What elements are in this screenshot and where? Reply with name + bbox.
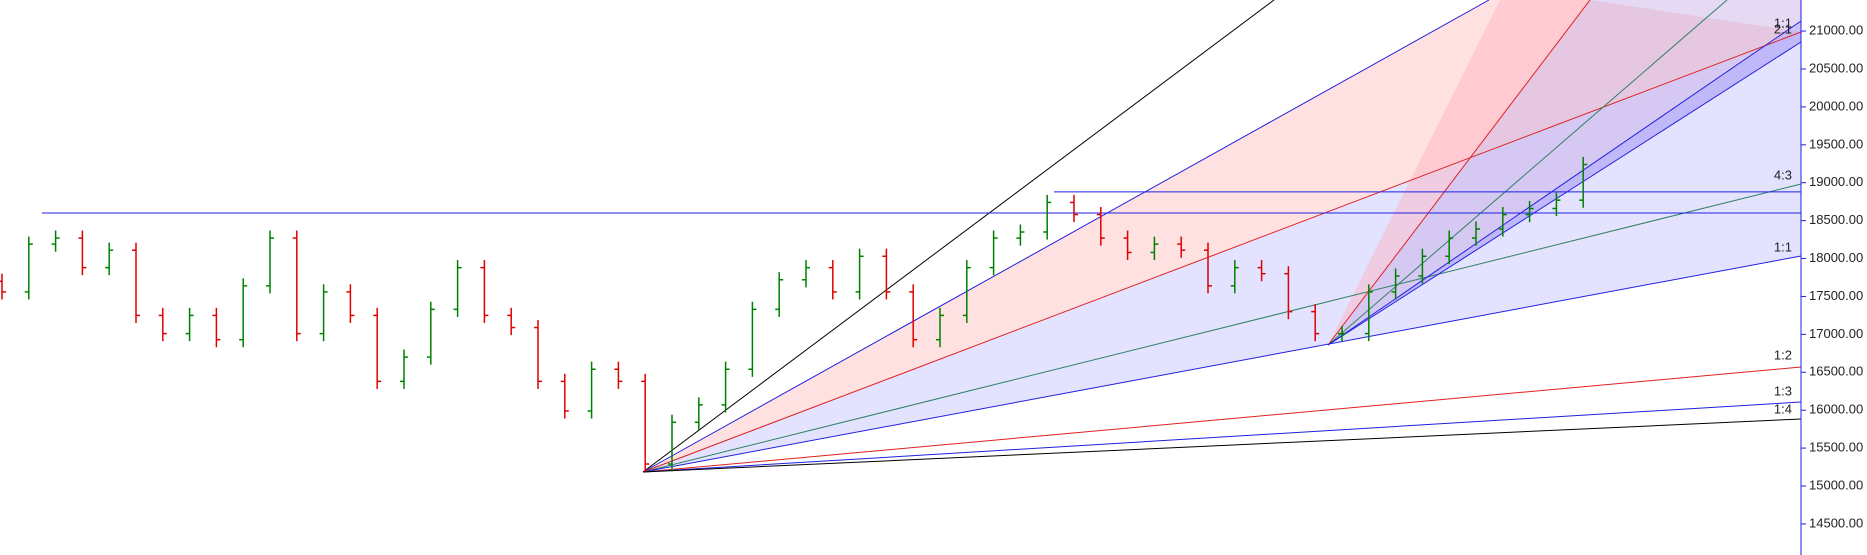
fan-label: 1:2	[1774, 347, 1792, 362]
y-tick-label: 16500.00	[1809, 364, 1863, 379]
fan-zone	[643, 0, 1801, 472]
fan-label: 1:3	[1774, 383, 1792, 398]
y-tick-label: 21000.00	[1809, 23, 1863, 38]
fan-label: 1:4	[1774, 401, 1792, 416]
fan-line	[1327, 20, 1802, 346]
fan-line	[642, 0, 1490, 473]
price-bars	[0, 156, 1588, 472]
fan-zone	[1328, 0, 1801, 345]
y-tick-label: 18500.00	[1809, 212, 1863, 227]
fan-label: 4:3	[1774, 167, 1792, 182]
fan-label: 1:1	[1774, 15, 1792, 30]
y-tick-label: 19000.00	[1809, 174, 1863, 189]
y-tick-label: 15000.00	[1809, 477, 1863, 492]
fan-line	[642, 183, 1802, 473]
y-tick-label: 14500.00	[1809, 515, 1863, 530]
y-tick-label: 19500.00	[1809, 136, 1863, 151]
fan-line	[1327, 41, 1802, 346]
fan-line	[642, 0, 1275, 473]
fan-line	[1327, 0, 1591, 346]
fan-line	[642, 255, 1802, 473]
fan-label: 2:1	[1774, 21, 1792, 36]
y-tick-label: 17000.00	[1809, 326, 1863, 341]
y-tick-label: 17500.00	[1809, 288, 1863, 303]
y-tick-label: 20000.00	[1809, 98, 1863, 113]
y-tick-label: 16000.00	[1809, 402, 1863, 417]
fan-line	[642, 366, 1802, 473]
gann-fans	[642, 0, 1802, 473]
fan-line	[642, 401, 1802, 473]
fan-line	[1327, 0, 1728, 346]
y-tick-label: 18000.00	[1809, 250, 1863, 265]
fan-line	[642, 31, 1802, 473]
fan-label: 1:1	[1774, 239, 1792, 254]
fan-line	[642, 418, 1802, 473]
fan-labels: 1:1 2:1 4:3 1:1 1:2 1:3 1:4	[1774, 15, 1792, 416]
y-tick-label: 20500.00	[1809, 60, 1863, 75]
y-tick-label: 15500.00	[1809, 440, 1863, 455]
